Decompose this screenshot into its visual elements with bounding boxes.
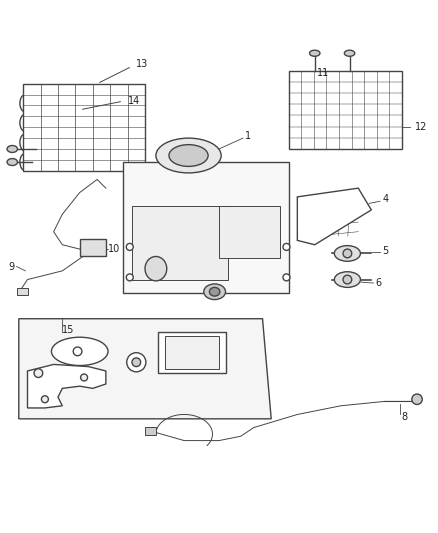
Ellipse shape (204, 284, 226, 300)
Text: 10: 10 (108, 244, 120, 254)
Text: 14: 14 (127, 96, 140, 106)
Ellipse shape (310, 50, 320, 56)
Ellipse shape (145, 256, 167, 281)
Text: 5: 5 (382, 246, 389, 256)
Polygon shape (28, 365, 106, 408)
Bar (17, 288, 28, 295)
Ellipse shape (334, 246, 360, 261)
Bar (23, 84, 145, 171)
Text: 8: 8 (402, 411, 408, 422)
Ellipse shape (343, 275, 352, 284)
Bar (219, 206, 280, 258)
Text: 9: 9 (8, 262, 14, 271)
Bar (165, 336, 219, 369)
Ellipse shape (283, 244, 290, 251)
Text: 13: 13 (136, 59, 148, 69)
Ellipse shape (51, 337, 108, 366)
Text: 12: 12 (415, 122, 427, 132)
Ellipse shape (126, 244, 133, 251)
Ellipse shape (73, 347, 82, 356)
Bar (145, 427, 156, 435)
Ellipse shape (81, 374, 88, 381)
Ellipse shape (132, 358, 141, 367)
Ellipse shape (169, 144, 208, 166)
Ellipse shape (209, 287, 220, 296)
Bar (158, 332, 226, 373)
Ellipse shape (42, 396, 48, 403)
Bar (132, 206, 228, 279)
Polygon shape (19, 319, 271, 419)
Ellipse shape (315, 97, 330, 106)
Ellipse shape (334, 272, 360, 287)
Ellipse shape (7, 158, 18, 166)
Ellipse shape (300, 97, 316, 106)
Ellipse shape (34, 369, 43, 377)
Ellipse shape (343, 249, 352, 258)
Ellipse shape (156, 138, 221, 173)
Text: 11: 11 (317, 68, 329, 78)
Ellipse shape (344, 50, 355, 56)
Text: 4: 4 (382, 194, 389, 204)
Text: 6: 6 (376, 278, 382, 288)
Ellipse shape (412, 394, 422, 405)
Polygon shape (297, 188, 371, 245)
Ellipse shape (283, 274, 290, 281)
Text: 1: 1 (245, 131, 251, 141)
Ellipse shape (312, 83, 319, 88)
Ellipse shape (126, 274, 133, 281)
Ellipse shape (127, 353, 146, 372)
Bar (123, 162, 289, 293)
Bar (289, 71, 402, 149)
Bar (80, 239, 106, 256)
Ellipse shape (7, 146, 18, 152)
Text: 15: 15 (62, 325, 75, 335)
